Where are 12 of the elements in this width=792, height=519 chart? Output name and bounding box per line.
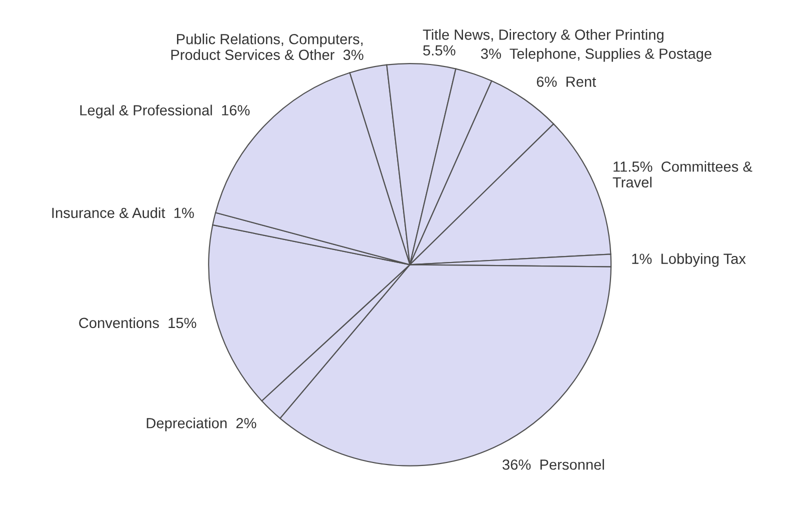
slice-label: Public Relations, Computers, Product Services & Other 3%	[171, 34, 364, 60]
slice-label: 36% Personnel	[502, 459, 604, 470]
slice-label: Conventions 15%	[79, 317, 196, 328]
slice-label: 6% Rent	[536, 76, 596, 87]
slice-label: Depreciation 2%	[146, 418, 256, 432]
slice-label: 3% Telephone, Supplies & Postage	[480, 48, 712, 62]
slice-label: Insurance & Audit 1%	[52, 207, 194, 218]
slice-label: 1% Lobbying Tax	[632, 253, 746, 267]
slice-label: 11.5% Committees & Travel	[612, 161, 752, 188]
slice-label: Title News, Directory & Other Printing	[422, 29, 664, 43]
data-label: 5.5%	[423, 45, 456, 56]
slice-label: Legal & Professional 16%	[80, 104, 250, 118]
